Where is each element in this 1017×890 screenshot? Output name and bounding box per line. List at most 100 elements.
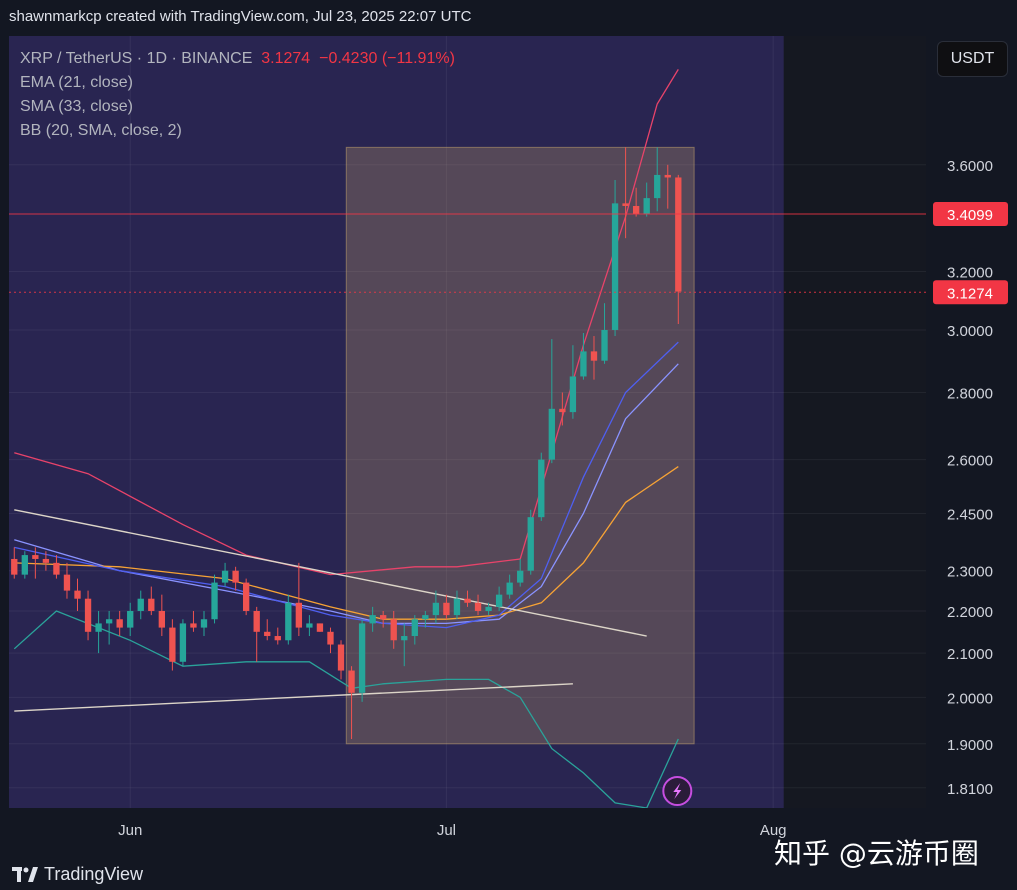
lightning-bolt: [673, 783, 682, 799]
chart-credit: shawnmarkcp created with TradingView.com…: [9, 8, 472, 25]
candle-body: [654, 174, 661, 199]
candle-body: [116, 619, 123, 628]
candle-body: [148, 598, 155, 611]
candle-body: [42, 558, 50, 563]
price-range-box: [345, 146, 695, 745]
y-tick-label: 2.6000: [947, 453, 993, 470]
y-tick-label: 3.6000: [947, 158, 993, 175]
y-tick-label: 2.1000: [947, 646, 993, 663]
indicator-line-ema-21-close-: [14, 363, 679, 625]
candle-body: [316, 623, 324, 632]
indicator-bb[interactable]: BB (20, SMA, close, 2): [20, 122, 182, 139]
candle-body: [84, 598, 92, 632]
price-label-badge: [933, 280, 1008, 305]
trendline-ascending-support: [14, 683, 573, 712]
candle-body: [105, 619, 113, 624]
candle-body: [221, 570, 229, 583]
candle-body: [337, 644, 345, 671]
y-tick-label: 2.4500: [947, 506, 993, 523]
candle-body: [74, 590, 81, 599]
candle-body: [380, 615, 387, 620]
candle-body: [327, 631, 334, 645]
price-label-text: 3.1274: [947, 285, 993, 302]
candle-body: [63, 574, 71, 591]
candle-body: [401, 636, 408, 641]
candle-body: [474, 602, 482, 611]
candle-body: [611, 203, 619, 330]
candle-body: [422, 615, 429, 620]
candle-body: [11, 558, 18, 575]
time-axis: [0, 808, 1017, 850]
symbol-label[interactable]: XRP / TetherUS · 1D · BINANCE: [20, 50, 253, 67]
chart-legend: XRP / TetherUS · 1D · BINANCE 3.1274 −0.…: [20, 47, 455, 143]
candle-body: [538, 459, 545, 518]
candle-body: [21, 555, 28, 575]
price-label-text: 3.4099: [947, 207, 993, 224]
candle-body: [580, 351, 587, 377]
candle-body: [432, 602, 440, 616]
y-tick-label: 2.3000: [947, 564, 993, 581]
candle-body: [632, 205, 640, 214]
price-change: −0.4230 (−11.91%): [319, 50, 455, 67]
candle-body: [169, 627, 176, 662]
tradingview-brand: TradingView: [44, 864, 144, 884]
candle-body: [411, 619, 418, 637]
x-tick-label: Aug: [760, 822, 787, 839]
candle-body: [517, 570, 524, 583]
candle-body: [506, 582, 513, 595]
indicator-line-bb-basis: [14, 341, 679, 629]
indicator-line-bb-lower: [13, 610, 679, 809]
y-tick-label: 2.2000: [947, 604, 993, 621]
highlight-zone: [9, 36, 784, 808]
x-tick-label: Jul: [437, 822, 456, 839]
candle-body: [358, 623, 366, 693]
candle-body: [569, 376, 577, 413]
last-price: 3.1274: [261, 50, 311, 67]
candle-body: [622, 203, 629, 206]
candle-body: [664, 174, 671, 178]
candle-body: [306, 623, 313, 628]
candle-body: [127, 610, 134, 628]
candle-body: [548, 408, 555, 460]
candle-body: [590, 351, 598, 361]
currency-button[interactable]: USDT: [937, 41, 1008, 77]
candle-body: [32, 555, 39, 559]
candle-body: [53, 562, 60, 575]
candle-body: [274, 636, 281, 641]
candle-body: [158, 610, 165, 628]
y-tick-label: 2.0000: [947, 690, 993, 707]
tradingview-logo[interactable]: TradingView: [12, 864, 143, 885]
indicator-ema[interactable]: EMA (21, close): [20, 74, 133, 91]
y-tick-label: 3.2000: [947, 265, 993, 282]
candle-body: [295, 602, 303, 628]
candle-body: [285, 602, 292, 641]
y-tick-label: 2.8000: [947, 385, 993, 402]
y-tick-label: 1.8100: [947, 781, 993, 798]
candle-body: [464, 598, 471, 603]
candle-body: [559, 408, 566, 413]
candle-body: [264, 631, 271, 637]
watermark: 知乎 @云游币圈: [774, 837, 979, 870]
candle-body: [443, 602, 450, 616]
candle-body: [527, 517, 534, 571]
candle-body: [485, 606, 492, 611]
candle-body: [242, 582, 250, 611]
candle-body: [348, 670, 355, 693]
candle-body: [390, 619, 397, 641]
candle-body: [95, 623, 102, 632]
x-tick-label: Jun: [118, 822, 142, 839]
candle-body: [601, 329, 608, 361]
candle-body: [232, 570, 239, 583]
candle-body: [643, 198, 650, 214]
candle-body: [200, 619, 208, 628]
candle-body: [190, 623, 197, 628]
tradingview-logo-icon: [12, 866, 38, 882]
candle-body: [253, 610, 260, 632]
price-axis: [926, 36, 1017, 808]
candle-body: [675, 177, 682, 292]
candle-body: [495, 594, 503, 607]
indicator-sma[interactable]: SMA (33, close): [20, 98, 133, 115]
price-label-badge: [933, 201, 1008, 226]
